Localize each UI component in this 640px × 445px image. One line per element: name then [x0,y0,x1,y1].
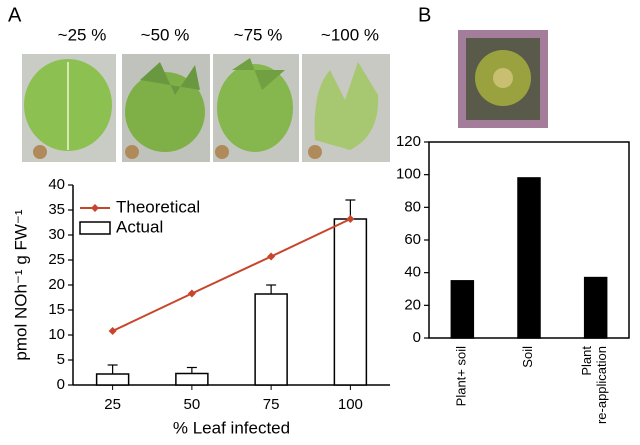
legend-label: Actual [116,217,163,236]
y-tick-label: 10 [48,326,65,343]
y-tick-label: 0 [57,376,65,393]
x-tick-label: Soil [520,346,535,368]
y-tick-label: 15 [48,301,65,318]
line-marker [187,289,196,298]
bar [254,293,288,386]
image-label: ~50 % [141,25,190,44]
x-tick-label: 100 [338,396,363,413]
x-tick-label: Plant+ soil [454,346,469,406]
bar [517,177,541,339]
y-tick-label: 30 [48,226,65,243]
legend-label: Theoretical [116,197,200,216]
image-label: ~75 % [234,25,283,44]
line-series [112,218,351,332]
y-tick-label: 35 [48,201,65,218]
y-tick-label: 100 [396,166,421,183]
line-marker [267,252,276,261]
x-tick-label: 25 [104,396,121,413]
y-axis-label: pmol NOh⁻¹ g FW⁻¹ [11,209,30,360]
x-tick-label: 50 [184,396,201,413]
bar [333,218,368,386]
image-label: ~25 % [58,25,107,44]
bar [175,372,209,386]
y-tick-label: 25 [48,251,65,268]
y-tick-label: 40 [48,176,65,193]
y-tick-label: 80 [404,198,421,215]
x-tick-label: Plantre-application [580,346,610,424]
bar [450,280,475,339]
line-marker [346,215,355,223]
x-tick-label: 75 [263,396,280,413]
panel-label: A [8,4,22,26]
bar [95,373,130,386]
y-tick-label: 20 [48,276,65,293]
image-label: ~100 % [321,25,379,44]
y-tick-label: 120 [396,133,421,150]
legend-swatch [79,221,111,235]
x-tick-label-line: Soil [520,346,535,368]
line-marker [108,327,117,335]
x-tick-label-line: re-application [595,346,610,424]
bar [583,276,608,339]
legend-swatch [91,204,99,212]
panel-label: B [418,4,431,26]
x-tick-label-line: Plant [580,346,595,376]
x-tick-label-line: Plant+ soil [454,346,469,406]
x-axis-label: % Leaf infected [173,418,290,437]
y-tick-label: 5 [57,351,65,368]
y-tick-label: 40 [404,264,421,281]
y-tick-label: 60 [404,231,421,248]
leaf-photos [22,30,548,162]
y-tick-label: 20 [404,296,421,313]
y-tick-label: 0 [413,329,421,346]
